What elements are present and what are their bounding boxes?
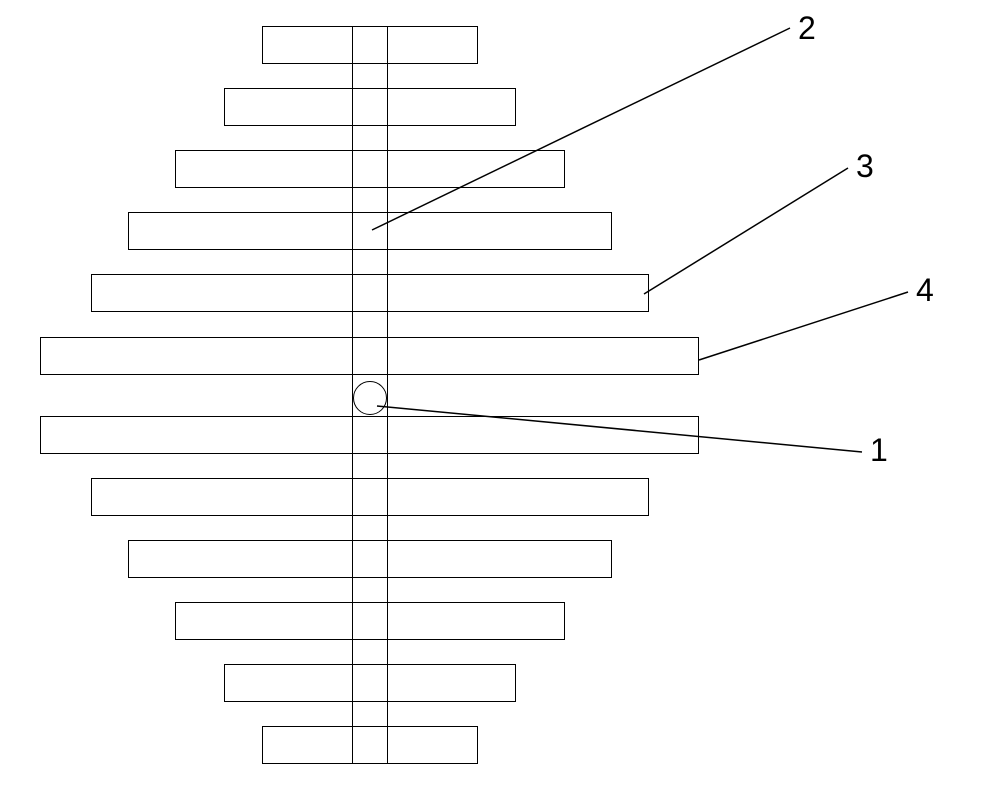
leader-line-4 xyxy=(699,292,908,360)
center-circle xyxy=(353,381,387,415)
horizontal-bar-5 xyxy=(40,337,699,375)
horizontal-bar-9 xyxy=(175,602,565,640)
diagram-container: 2 3 4 1 xyxy=(0,0,1000,790)
horizontal-bar-4 xyxy=(91,274,649,312)
horizontal-bar-3 xyxy=(128,212,612,250)
horizontal-bar-1 xyxy=(224,88,516,126)
label-2: 2 xyxy=(798,10,816,47)
label-3: 3 xyxy=(856,148,874,185)
label-1: 1 xyxy=(870,432,888,469)
horizontal-bar-6 xyxy=(40,416,699,454)
horizontal-bar-7 xyxy=(91,478,649,516)
label-4: 4 xyxy=(916,272,934,309)
leader-line-3 xyxy=(644,168,848,294)
horizontal-bar-0 xyxy=(262,26,478,64)
horizontal-bar-11 xyxy=(262,726,478,764)
horizontal-bar-10 xyxy=(224,664,516,702)
horizontal-bar-2 xyxy=(175,150,565,188)
horizontal-bar-8 xyxy=(128,540,612,578)
